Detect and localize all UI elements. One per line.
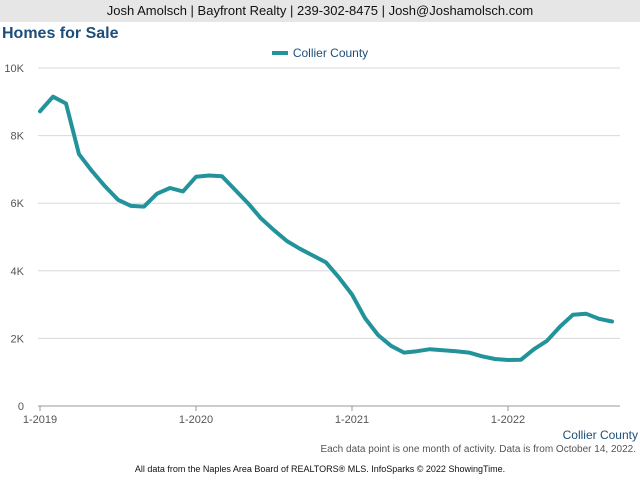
x-tick-label: 1-2022: [491, 414, 525, 426]
x-tick-label: 1-2019: [23, 414, 57, 426]
y-tick-label: 8K: [11, 131, 25, 143]
y-tick-label: 2K: [11, 333, 25, 345]
y-tick-label: 6K: [11, 198, 25, 210]
legend-label: Collier County: [292, 46, 369, 60]
source-footer: All data from the Naples Area Board of R…: [134, 464, 506, 474]
data-note: Each data point is one month of activity…: [320, 444, 636, 455]
y-tick-label: 10K: [4, 63, 24, 75]
x-tick-label: 1-2021: [335, 414, 369, 426]
contact-text: Josh Amolsch | Bayfront Realty | 239-302…: [106, 3, 534, 18]
series-tag: Collier County: [562, 428, 638, 442]
legend-swatch: [271, 50, 288, 55]
series-line-collier-county: [38, 94, 614, 362]
y-tick-label: 0: [18, 401, 24, 413]
y-tick-label: 4K: [11, 266, 25, 278]
contact-banner: Josh Amolsch | Bayfront Realty | 239-302…: [0, 0, 640, 22]
legend[interactable]: Collier County: [0, 46, 640, 60]
x-tick-label: 1-2020: [179, 414, 213, 426]
chart-title: Homes for Sale: [2, 25, 119, 42]
